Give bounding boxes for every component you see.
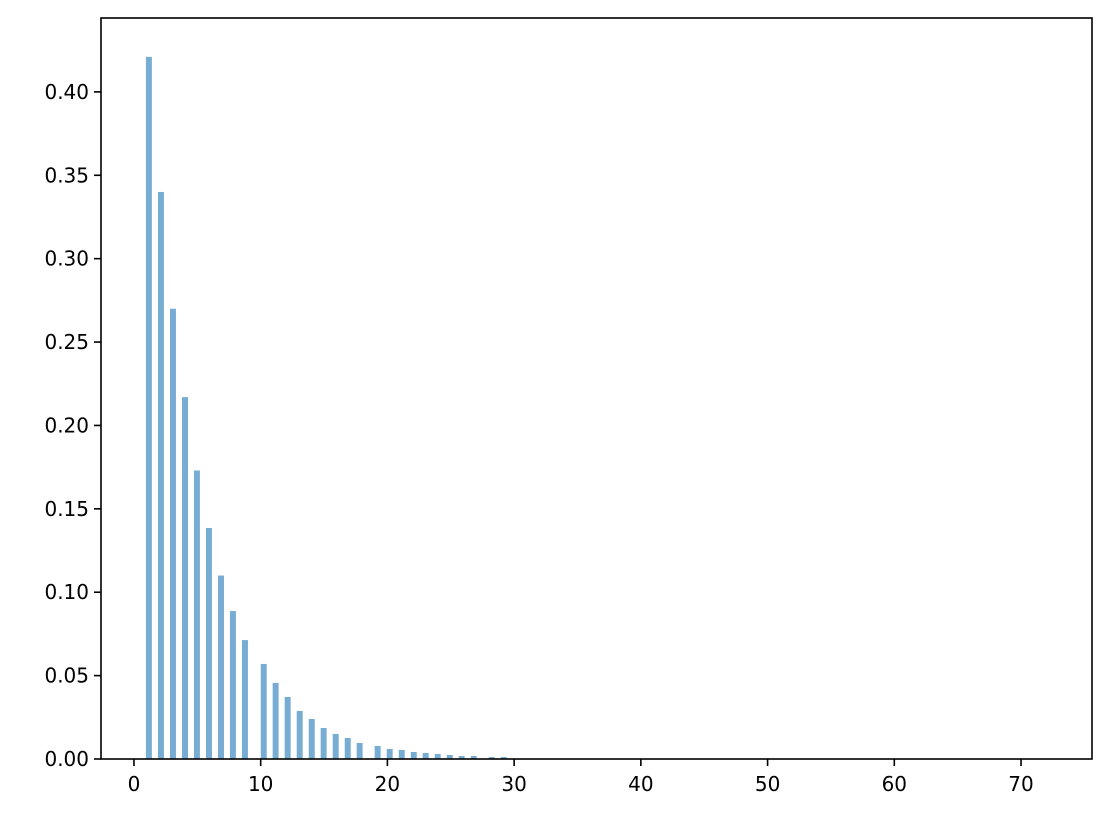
x-tick-label: 20 bbox=[375, 772, 400, 796]
bar bbox=[500, 756, 507, 759]
bar bbox=[446, 754, 453, 759]
bars bbox=[145, 56, 507, 760]
bar bbox=[344, 737, 351, 759]
x-tick-label: 30 bbox=[501, 772, 526, 796]
bar bbox=[260, 663, 267, 759]
x-tick-label: 40 bbox=[628, 772, 653, 796]
y-tick-label: 0.30 bbox=[44, 247, 89, 271]
bar bbox=[241, 640, 248, 759]
bar bbox=[386, 748, 393, 759]
y-axis: 0.00 0.05 0.10 0.15 0.20 0.25 0.30 0.35 0.40 bbox=[44, 80, 101, 771]
bar bbox=[398, 749, 405, 759]
x-tick-label: 70 bbox=[1008, 772, 1033, 796]
bar bbox=[157, 191, 164, 760]
bar bbox=[458, 755, 465, 759]
y-tick-label: 0.05 bbox=[44, 664, 89, 688]
bar bbox=[374, 745, 381, 759]
bar bbox=[422, 752, 429, 759]
plot-frame bbox=[100, 17, 1093, 760]
bar bbox=[470, 755, 477, 759]
y-tick-label: 0.20 bbox=[44, 413, 89, 437]
x-tick-label: 60 bbox=[882, 772, 907, 796]
x-axis: 0 10 20 30 40 50 60 70 bbox=[128, 759, 1034, 796]
x-tick-label: 10 bbox=[248, 772, 273, 796]
y-tick-label: 0.15 bbox=[44, 497, 89, 521]
bar bbox=[434, 753, 441, 759]
bar bbox=[145, 56, 152, 759]
bar bbox=[193, 470, 200, 759]
y-tick-label: 0.25 bbox=[44, 330, 89, 354]
bar bbox=[272, 682, 279, 759]
bar bbox=[229, 611, 236, 759]
x-tick-label: 50 bbox=[755, 772, 780, 796]
bar bbox=[332, 733, 339, 759]
bar bbox=[218, 575, 224, 759]
bar bbox=[488, 756, 495, 759]
y-tick-label: 0.35 bbox=[44, 163, 89, 187]
bar bbox=[182, 397, 188, 759]
bar bbox=[284, 696, 291, 759]
bar bbox=[296, 710, 303, 759]
bar bbox=[410, 751, 417, 759]
y-tick-label: 0.10 bbox=[44, 580, 89, 604]
y-tick-label: 0.00 bbox=[44, 747, 89, 771]
bar bbox=[320, 727, 327, 759]
bar bbox=[205, 528, 212, 759]
x-tick-label: 0 bbox=[128, 772, 141, 796]
y-tick-label: 0.40 bbox=[44, 80, 89, 104]
bar bbox=[170, 308, 176, 759]
bar bbox=[308, 718, 315, 759]
bar bbox=[356, 742, 363, 759]
